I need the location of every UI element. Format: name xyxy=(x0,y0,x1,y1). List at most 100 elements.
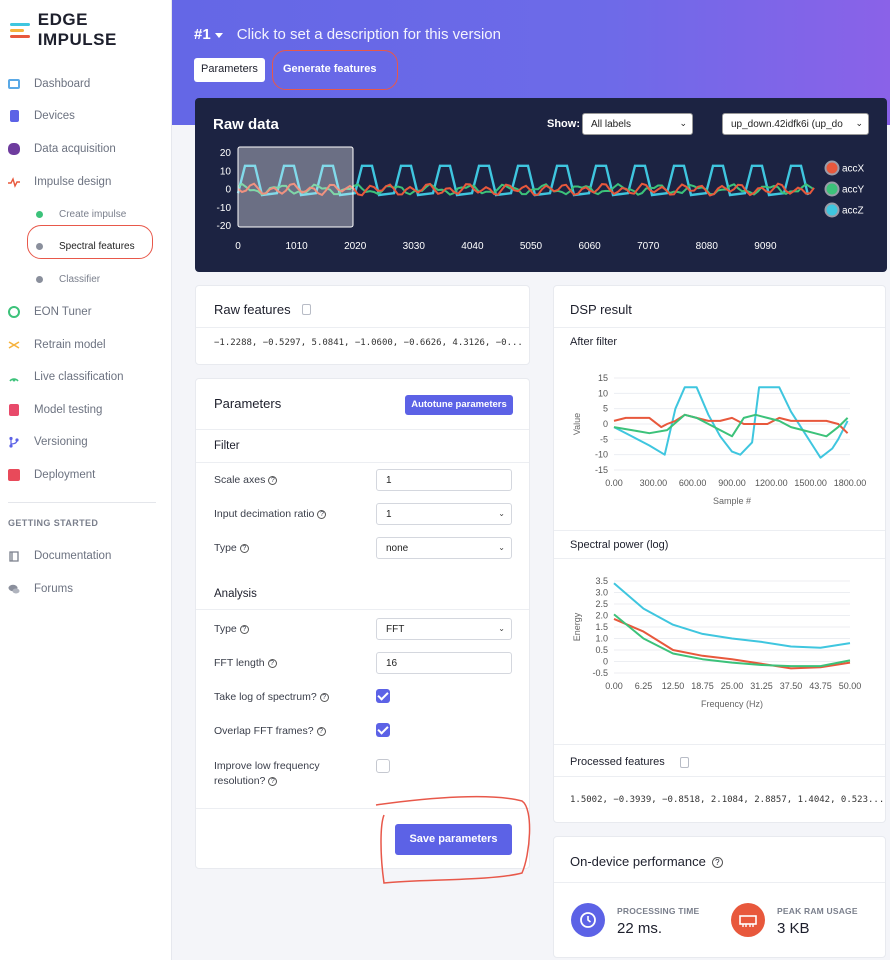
shuffle-icon xyxy=(8,339,20,351)
y-tick-label: 1.0 xyxy=(595,634,608,644)
help-icon[interactable]: ? xyxy=(239,544,249,553)
parameters-title: Parameters xyxy=(214,396,282,411)
sidebar-item-label: Deployment xyxy=(34,469,96,481)
series-line xyxy=(613,413,849,434)
filter-type-select[interactable]: none ⌄ xyxy=(376,537,512,559)
series-line xyxy=(613,386,849,459)
sidebar-subitem-create-impulse[interactable]: Create impulse xyxy=(36,206,126,222)
x-tick-label: 4040 xyxy=(461,241,484,252)
sidebar-item-label: Impulse design xyxy=(34,176,112,188)
copy-icon[interactable] xyxy=(302,304,311,315)
live-icon xyxy=(8,371,20,383)
x-axis-label: Frequency (Hz) xyxy=(701,699,763,709)
chevron-down-icon: ⌄ xyxy=(853,118,863,129)
save-parameters-button[interactable]: Save parameters xyxy=(395,824,512,855)
devices-icon xyxy=(10,110,19,122)
analysis-type-label: Type? xyxy=(214,623,249,635)
sidebar-item-label: Live classification xyxy=(34,371,124,383)
copy-icon[interactable] xyxy=(680,757,689,768)
sidebar-subitem-label: Classifier xyxy=(59,273,101,285)
y-tick-label: 0.5 xyxy=(595,645,608,655)
y-tick-label: 15 xyxy=(598,373,608,383)
scale-axes-input[interactable]: 1 xyxy=(376,469,512,491)
decimation-select[interactable]: 1 ⌄ xyxy=(376,503,512,525)
y-tick-label: 2.5 xyxy=(595,599,608,609)
sidebar-item-live-classification[interactable]: Live classification xyxy=(8,368,123,386)
sidebar-item-deployment[interactable]: Deployment xyxy=(8,466,95,484)
annotation-circle-save-parameters xyxy=(375,795,531,884)
x-tick-label: 2020 xyxy=(344,241,367,252)
annotation-circle-spectral-features xyxy=(27,225,153,259)
autotune-parameters-button[interactable]: Autotune parameters xyxy=(405,395,513,415)
help-icon[interactable]: ? xyxy=(316,727,326,736)
help-icon[interactable]: ? xyxy=(268,777,278,786)
sidebar-item-devices[interactable]: Devices xyxy=(8,107,75,125)
book-icon xyxy=(8,550,20,562)
after-filter-title: After filter xyxy=(570,336,618,348)
analysis-type-select[interactable]: FFT ⌄ xyxy=(376,618,512,640)
divider xyxy=(554,776,885,777)
tab-generate-features[interactable]: Generate features xyxy=(283,63,377,75)
help-icon[interactable]: ? xyxy=(267,659,277,668)
sample-select[interactable]: up_down.42idfk6i (up_do ⌄ xyxy=(722,113,869,135)
x-tick-label: 0.00 xyxy=(605,681,623,691)
processing-time-value: 22 ms. xyxy=(617,920,663,937)
help-icon[interactable]: ? xyxy=(268,476,278,485)
scale-axes-label: Scale axes? xyxy=(214,474,278,486)
spectral-power-chart: 3.5 3.02.5 2.01.5 1.00.5 0-0.5 0.00 6.25 12.50 1… xyxy=(572,576,861,709)
tab-parameters[interactable]: Parameters xyxy=(194,58,265,82)
y-tick-label: 5 xyxy=(603,404,608,414)
logo[interactable]: EDGE IMPULSE xyxy=(10,10,171,50)
branch-icon xyxy=(8,436,20,448)
performance-title: On-device performance? xyxy=(570,854,723,869)
sidebar-item-model-testing[interactable]: Model testing xyxy=(8,401,102,419)
series-line xyxy=(613,582,851,649)
help-icon[interactable]: ? xyxy=(711,857,723,868)
y-tick-label: -20 xyxy=(217,221,232,232)
sidebar-item-forums[interactable]: Forums xyxy=(8,580,73,598)
sidebar-item-data-acquisition[interactable]: Data acquisition xyxy=(8,140,116,158)
improve-resolution-checkbox[interactable] xyxy=(376,759,390,773)
series-line xyxy=(613,613,851,668)
chevron-down-icon: ⌄ xyxy=(498,624,505,633)
help-icon[interactable]: ? xyxy=(317,510,327,519)
y-tick-label: 0 xyxy=(603,657,608,667)
status-dot-icon xyxy=(36,275,43,283)
sidebar-item-eon-tuner[interactable]: EON Tuner xyxy=(8,303,92,321)
chevron-down-icon: ⌄ xyxy=(679,118,687,128)
status-dot-icon xyxy=(36,210,43,218)
sidebar-item-impulse-design[interactable]: Impulse design xyxy=(8,173,111,191)
help-icon[interactable]: ? xyxy=(319,693,329,702)
sidebar-item-versioning[interactable]: Versioning xyxy=(8,433,88,451)
overlap-fft-label: Overlap FFT frames?? xyxy=(214,725,326,737)
y-tick-label: 10 xyxy=(598,388,608,398)
filter-heading: Filter xyxy=(214,440,240,452)
sidebar-item-documentation[interactable]: Documentation xyxy=(8,547,111,565)
version-selector[interactable]: #1 xyxy=(194,26,223,43)
sidebar-item-label: Forums xyxy=(34,583,73,595)
sidebar-item-dashboard[interactable]: Dashboard xyxy=(8,75,90,93)
divider xyxy=(196,609,529,610)
x-tick-label: 5050 xyxy=(520,241,543,252)
legend-swatch xyxy=(824,202,840,218)
help-icon[interactable]: ? xyxy=(239,625,249,634)
version-description[interactable]: Click to set a description for this vers… xyxy=(236,26,501,43)
divider xyxy=(554,327,885,328)
sidebar-item-label: Documentation xyxy=(34,550,112,562)
sidebar-item-label: Dashboard xyxy=(34,78,91,90)
fft-length-input[interactable]: 16 xyxy=(376,652,512,674)
overlap-fft-checkbox[interactable] xyxy=(376,723,390,737)
x-tick-label: 300.00 xyxy=(640,478,668,488)
log-spectrum-checkbox[interactable] xyxy=(376,689,390,703)
sidebar-item-label: EON Tuner xyxy=(34,306,92,318)
memory-icon xyxy=(731,903,765,937)
sidebar-subitem-classifier[interactable]: Classifier xyxy=(36,271,100,287)
y-tick-label: 0 xyxy=(603,419,608,429)
y-tick-label: 2.0 xyxy=(595,611,608,621)
y-tick-label: 10 xyxy=(220,166,232,177)
legend-swatch xyxy=(824,160,840,176)
sidebar-item-retrain-model[interactable]: Retrain model xyxy=(8,336,106,354)
label-filter-select[interactable]: All labels ⌄ xyxy=(582,113,693,135)
chat-icon xyxy=(8,583,20,595)
